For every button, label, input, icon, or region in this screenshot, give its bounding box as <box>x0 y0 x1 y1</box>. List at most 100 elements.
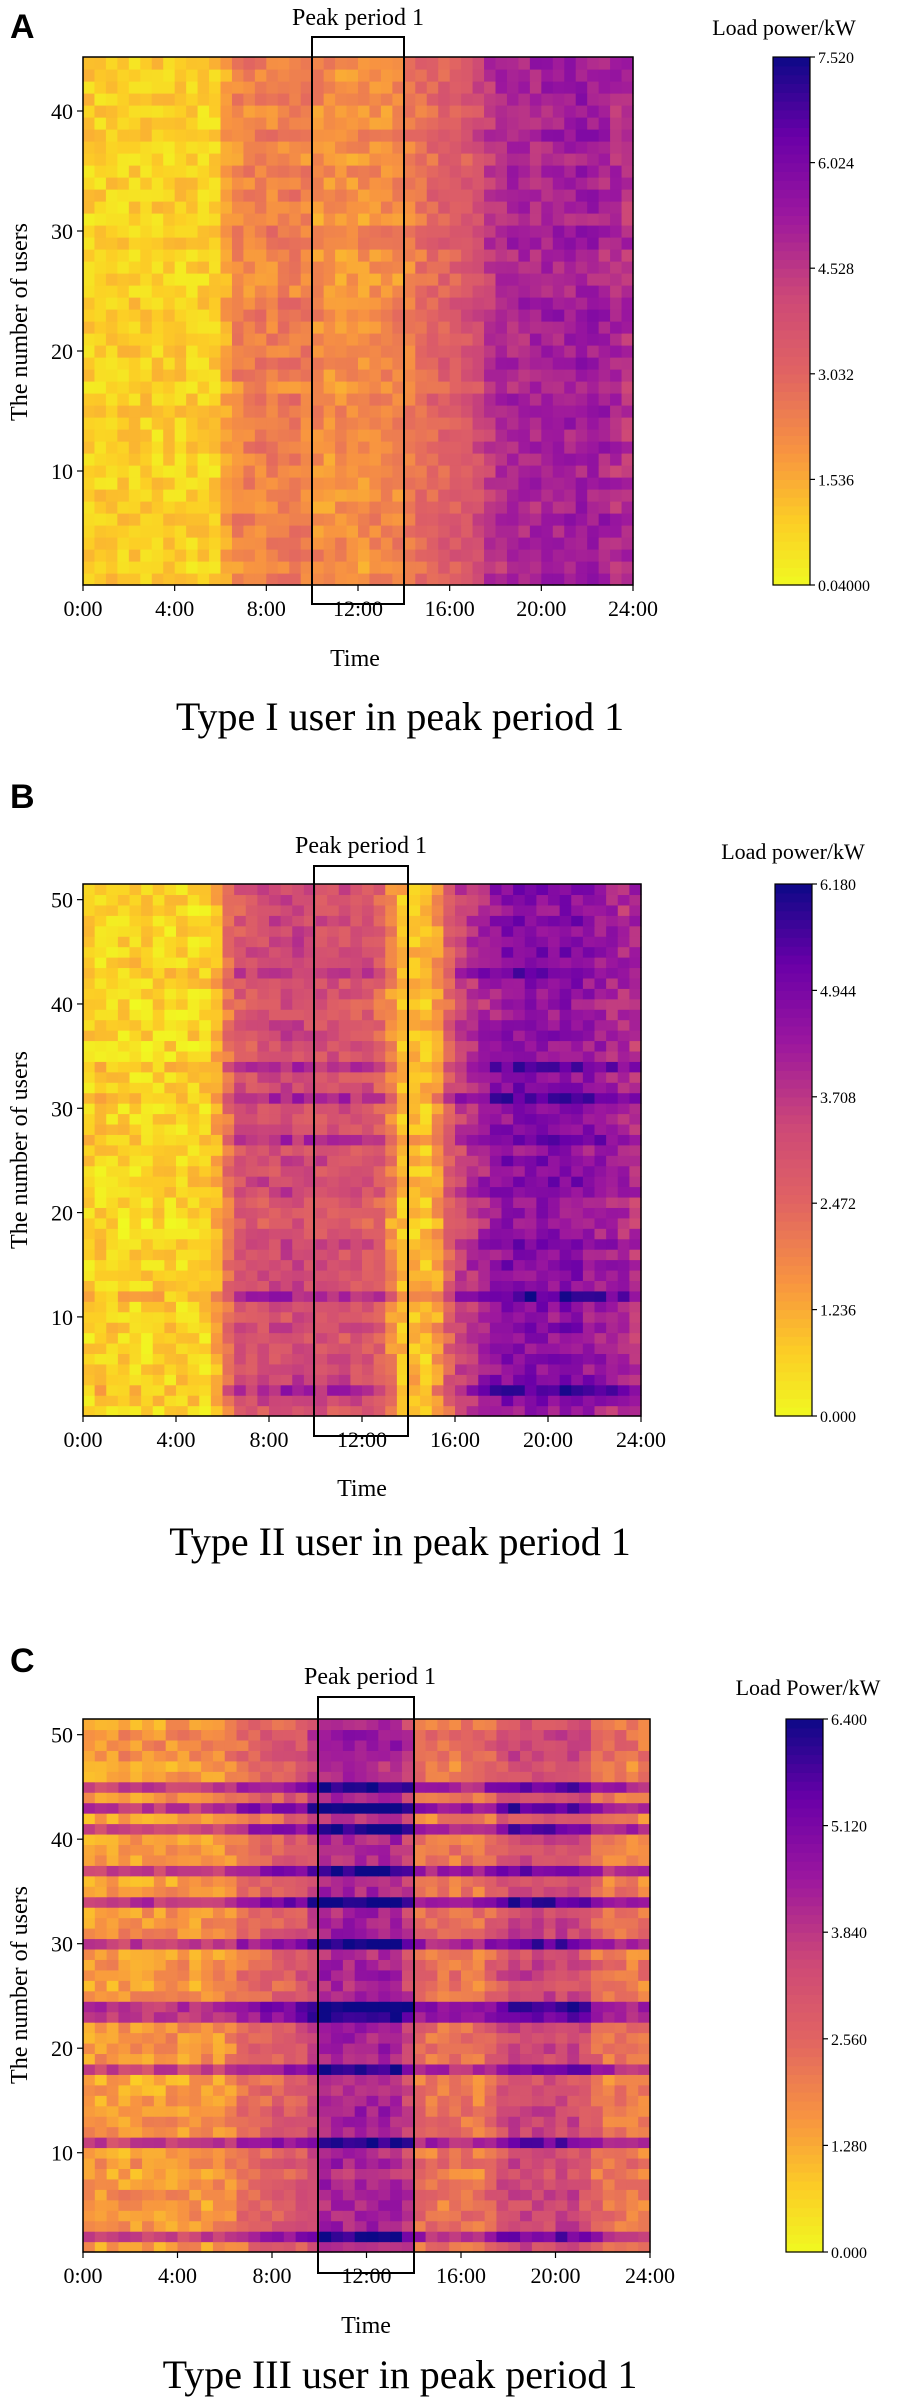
heatmap-cell <box>501 1384 514 1396</box>
heatmap-cell <box>610 345 623 358</box>
heatmap-cell <box>174 405 187 418</box>
heatmap-cell <box>598 117 611 130</box>
heatmap-cell <box>283 2220 297 2232</box>
heatmap-cell <box>231 477 245 490</box>
heatmap-cell <box>606 1092 619 1104</box>
heatmap-cell <box>415 249 428 262</box>
heatmap-cell <box>292 1082 305 1094</box>
heatmap-cell <box>449 393 462 406</box>
heatmap-cell <box>105 345 118 358</box>
heatmap-cell <box>210 946 224 958</box>
heatmap-cell <box>455 894 468 906</box>
heatmap-cell <box>369 177 382 190</box>
heatmap-cell <box>564 501 577 514</box>
heatmap-cell <box>257 1280 270 1292</box>
heatmap-cell <box>269 1363 282 1375</box>
heatmap-cell <box>289 177 302 190</box>
heatmap-cell <box>489 1061 503 1073</box>
heatmap-cell <box>415 405 428 418</box>
heatmap-cell <box>358 285 371 298</box>
heatmap-cell <box>289 405 302 418</box>
heatmap-cell <box>176 1207 189 1219</box>
heatmap-cell <box>617 1113 630 1125</box>
heatmap-cell <box>174 309 187 322</box>
heatmap-cell <box>403 429 416 442</box>
heatmap-cell <box>524 1092 537 1104</box>
heatmap-cell <box>165 2241 179 2253</box>
heatmap-cell <box>177 2199 190 2211</box>
heatmap-cell <box>478 1009 491 1021</box>
heatmap-cell <box>303 1050 317 1062</box>
heatmap-cell <box>187 1353 200 1365</box>
heatmap-cell <box>128 561 141 574</box>
heatmap-cell <box>94 309 107 322</box>
heatmap-cell <box>392 513 405 526</box>
heatmap-cell <box>187 884 200 896</box>
heatmap-cell <box>312 297 325 310</box>
heatmap-cell <box>598 513 611 526</box>
heatmap-cell <box>621 369 634 382</box>
heatmap-cell <box>187 1186 200 1198</box>
heatmap-cell <box>373 977 386 989</box>
heatmap-cell <box>94 1301 107 1313</box>
heatmap-cell <box>199 1395 212 1407</box>
heatmap-cell <box>129 1405 142 1417</box>
heatmap-cell <box>575 189 588 202</box>
heatmap-cell <box>541 537 554 550</box>
heatmap-cell <box>197 381 210 394</box>
heatmap-cell <box>366 2210 379 2222</box>
heatmap-cell <box>426 465 439 478</box>
heatmap-cell <box>598 369 611 382</box>
heatmap-cell <box>443 988 456 1000</box>
heatmap-cell <box>94 333 107 346</box>
heatmap-cell <box>220 297 233 310</box>
heatmap-cell <box>164 1155 177 1167</box>
colorbar-segment <box>773 118 810 128</box>
heatmap-cell <box>598 525 611 538</box>
heatmap-cell <box>606 1030 619 1042</box>
colorbar-segment <box>773 180 810 190</box>
heatmap-cell <box>496 2231 509 2243</box>
heatmap-cell <box>83 381 96 394</box>
heatmap-cell <box>466 1030 479 1042</box>
heatmap-cell <box>300 441 313 454</box>
heatmap-cell <box>106 967 119 979</box>
heatmap-cell <box>582 1123 596 1135</box>
heatmap-cell <box>335 213 348 226</box>
heatmap-cell <box>541 249 554 262</box>
heatmap-cell <box>128 141 141 154</box>
heatmap-cell <box>189 2220 202 2232</box>
heatmap-cell <box>495 345 508 358</box>
heatmap-cell <box>315 1009 328 1021</box>
heatmap-cell <box>489 1165 503 1177</box>
heatmap-cell <box>506 177 520 190</box>
colorbar-segment <box>773 277 810 287</box>
heatmap-cell <box>536 1395 549 1407</box>
heatmap-cell <box>385 1217 398 1229</box>
heatmap-cell <box>501 1363 514 1375</box>
y-tick-label: 20 <box>51 339 73 364</box>
heatmap-cell <box>315 1165 328 1177</box>
heatmap-cell <box>575 345 588 358</box>
heatmap-cell <box>186 249 199 262</box>
heatmap-cell <box>552 237 565 250</box>
heatmap-cell <box>598 261 611 274</box>
heatmap-cell <box>548 1332 561 1344</box>
heatmap-cell <box>587 237 600 250</box>
heatmap-cell <box>209 153 222 166</box>
heatmap-cell <box>426 153 439 166</box>
heatmap-cell <box>571 1134 584 1146</box>
heatmap-cell <box>338 915 351 927</box>
heatmap-cell <box>222 1374 235 1386</box>
heatmap-cell <box>174 57 187 70</box>
heatmap-cell <box>231 165 245 178</box>
heatmap-cell <box>280 1165 293 1177</box>
heatmap-cell <box>186 537 199 550</box>
heatmap-cell <box>466 1123 479 1135</box>
heatmap-cell <box>564 177 577 190</box>
heatmap-cell <box>610 297 623 310</box>
heatmap-cell <box>129 957 142 969</box>
heatmap-cell <box>327 1061 340 1073</box>
heatmap-cell <box>94 1269 107 1281</box>
heatmap-cell <box>594 946 607 958</box>
